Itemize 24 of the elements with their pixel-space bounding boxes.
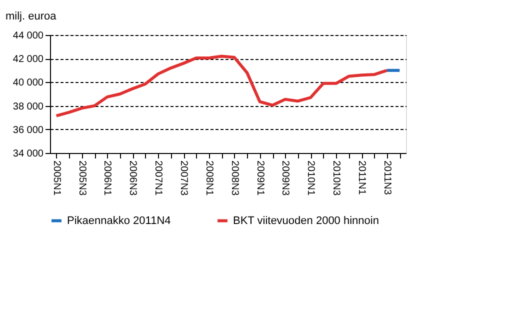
x-tick-label: 2009N1 — [254, 160, 266, 196]
line-series — [54, 54, 388, 118]
y-tick-label: 42 000 — [12, 54, 44, 66]
x-tick-label: 2009N3 — [280, 160, 291, 196]
x-tick-label: 2007N3 — [178, 160, 189, 196]
legend-label: BKT viitevuoden 2000 hinnoin — [233, 214, 379, 227]
x-tick-label: 2006N3 — [127, 160, 138, 196]
y-tick-label: 40 000 — [12, 78, 44, 89]
y-tick-label: 38 000 — [12, 101, 44, 112]
y-tick-label: 34 000 — [12, 148, 44, 160]
x-tick-label: 2010N1 — [305, 160, 316, 196]
x-tick-label: 2005N1 — [50, 160, 62, 196]
legend-label: Pikaennakko 2011N4 — [67, 214, 171, 227]
x-tick-label: 2008N3 — [228, 160, 240, 196]
x-tick-label: 2011N3 — [381, 160, 392, 196]
x-tick-label: 2007N1 — [152, 160, 164, 196]
y-tick-label: 44 000 — [12, 30, 44, 42]
y-axis-title: milj. euroa — [6, 10, 58, 22]
x-tick-label: 2011N1 — [356, 160, 367, 196]
x-tick-label: 2005N3 — [76, 160, 88, 196]
x-tick-label: 2010N3 — [330, 160, 342, 196]
y-tick-label: 36 000 — [12, 124, 44, 136]
x-tick-label: 2008N1 — [203, 160, 214, 196]
x-tick-label: 2006N1 — [102, 160, 113, 196]
